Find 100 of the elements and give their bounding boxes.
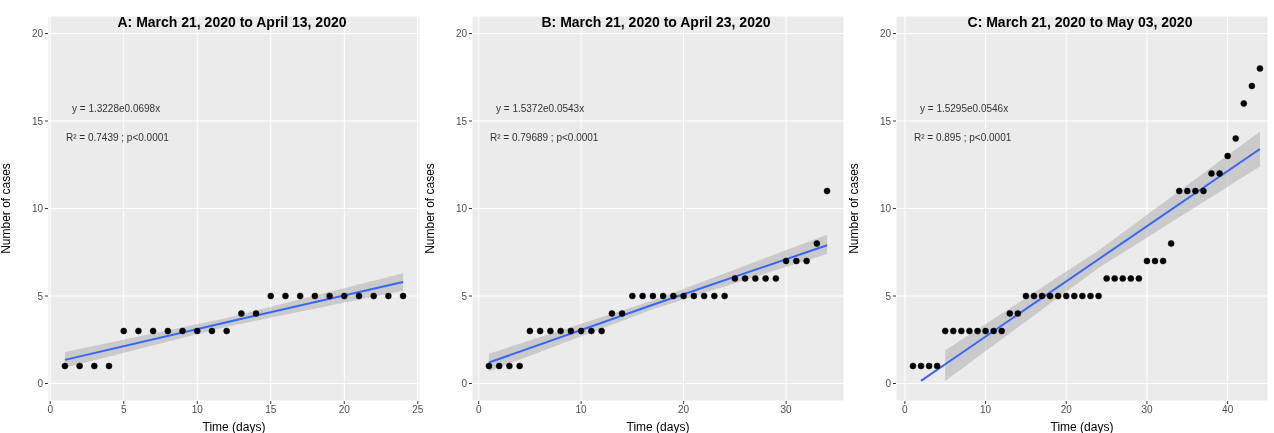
point <box>76 362 83 370</box>
point <box>536 327 544 335</box>
point <box>91 362 98 370</box>
point <box>105 362 113 370</box>
point <box>1111 275 1118 282</box>
point <box>341 292 348 300</box>
y-axis-title: Number of cases <box>423 163 438 254</box>
y-tick-label: 0 <box>461 378 468 390</box>
point <box>649 292 657 300</box>
point <box>608 310 616 317</box>
point <box>238 310 245 317</box>
x-tick-label: 30 <box>780 404 793 416</box>
point <box>925 362 933 370</box>
point <box>941 327 949 335</box>
y-tick-label: 15 <box>879 115 892 127</box>
annotation: R² = 0.79689 ; p<0.0001 <box>490 132 599 143</box>
x-tick-label: 20 <box>678 404 690 416</box>
point <box>267 292 275 300</box>
annotation: y = 1.5372e0.0543x <box>496 103 585 114</box>
point <box>974 327 981 335</box>
point <box>680 292 687 300</box>
point <box>1030 292 1038 300</box>
point <box>772 275 780 282</box>
y-tick-label: 10 <box>879 203 892 215</box>
x-tick-label: 20 <box>1060 404 1073 416</box>
point <box>813 240 821 247</box>
point <box>1087 292 1094 300</box>
x-axis-title: Time (days) <box>1050 420 1114 433</box>
point <box>629 292 636 300</box>
point <box>385 292 392 300</box>
point <box>933 362 941 370</box>
point <box>1240 100 1248 107</box>
y-tick-label: 5 <box>461 290 468 302</box>
point <box>495 362 503 370</box>
point <box>1192 187 1199 195</box>
point <box>909 362 917 370</box>
point <box>618 310 626 317</box>
y-tick-label: 15 <box>455 115 468 127</box>
point <box>1184 187 1191 195</box>
y-axis-title: Number of cases <box>0 163 14 254</box>
x-tick-label: 40 <box>1222 404 1234 416</box>
x-tick-label: 10 <box>575 404 588 416</box>
point <box>793 257 800 265</box>
point <box>966 327 973 335</box>
point <box>506 362 513 370</box>
point <box>752 275 759 282</box>
point <box>223 327 230 335</box>
point <box>485 362 493 370</box>
chart-title: C: March 21, 2020 to May 03, 2020 <box>966 14 1194 30</box>
x-tick-label: 5 <box>120 404 127 416</box>
y-tick-label: 5 <box>885 290 892 302</box>
point <box>1006 310 1014 317</box>
x-tick-label: 25 <box>412 404 424 416</box>
point <box>1103 275 1110 282</box>
point <box>1127 275 1135 282</box>
point <box>1208 170 1215 177</box>
x-tick-label: 10 <box>191 404 204 416</box>
point <box>547 327 554 335</box>
point <box>208 327 216 335</box>
point <box>700 292 708 300</box>
point <box>516 362 523 370</box>
point <box>355 292 363 300</box>
y-tick-label: 0 <box>885 378 892 390</box>
point <box>557 327 564 335</box>
point <box>282 292 289 300</box>
point <box>917 362 925 370</box>
point <box>741 275 749 282</box>
point <box>135 327 142 335</box>
y-tick-label: 0 <box>37 378 44 390</box>
point <box>1200 187 1207 195</box>
point <box>61 362 69 370</box>
point <box>598 327 605 335</box>
point <box>1038 292 1046 300</box>
point <box>711 292 718 300</box>
x-tick-label: 15 <box>265 404 277 416</box>
point <box>998 327 1005 335</box>
annotation: R² = 0.895 ; p<0.0001 <box>914 132 1012 143</box>
annotation: y = 1.3228e0.0698x <box>72 103 161 114</box>
point <box>982 327 989 335</box>
y-tick-label: 10 <box>455 203 468 215</box>
point <box>1014 310 1022 317</box>
x-tick-label: 10 <box>980 404 992 416</box>
point <box>588 327 595 335</box>
point <box>1175 187 1183 195</box>
point <box>823 187 831 195</box>
point <box>762 275 769 282</box>
y-tick-label: 15 <box>31 115 44 127</box>
chart-title: B: March 21, 2020 to April 23, 2020 <box>540 14 772 30</box>
point <box>326 292 333 300</box>
point <box>193 327 201 335</box>
point <box>370 292 377 300</box>
point <box>990 327 997 335</box>
point <box>577 327 585 335</box>
point <box>311 292 319 300</box>
point <box>1143 257 1151 265</box>
x-tick-label: 30 <box>1141 404 1153 416</box>
y-tick-label: 20 <box>31 28 44 40</box>
point <box>639 292 646 300</box>
x-tick-label: 0 <box>475 404 482 416</box>
chart-title: A: March 21, 2020 to April 13, 2020 <box>116 14 348 30</box>
